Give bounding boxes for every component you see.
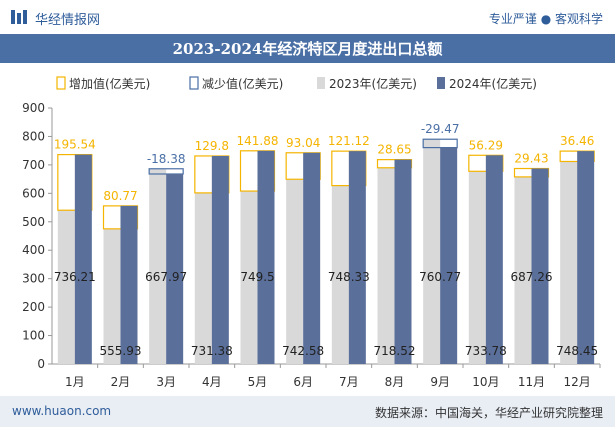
footer-source: 数据来源：中国海关，华经产业研究院整理	[374, 406, 603, 420]
x-tick-label: 7月	[339, 375, 359, 389]
bar-2023	[103, 228, 121, 364]
legend-label: 增加值(亿美元)	[69, 76, 150, 91]
value-label-2024: 742.58	[282, 344, 324, 358]
bar-2024	[303, 152, 321, 364]
x-tick-label: 8月	[385, 375, 405, 389]
bar-2023	[377, 167, 395, 364]
change-label: 129.8	[195, 139, 229, 153]
x-tick-label: 3月	[156, 375, 176, 389]
value-label-2024: 555.93	[100, 344, 142, 358]
bar-2024	[577, 151, 595, 364]
value-label-2024: 748.45	[556, 344, 598, 358]
bar-2024	[166, 173, 184, 364]
footer-band	[0, 396, 615, 427]
chart-canvas: 增加值(亿美元) 减少值(亿美元) 2023年(亿美元) 2024年(亿美元) 0 100…	[22, 76, 601, 389]
legend-swatch	[189, 76, 199, 90]
x-tick-label: 9月	[430, 375, 450, 389]
legend-label: 减少值(亿美元)	[202, 76, 283, 91]
change-label: 195.54	[54, 138, 96, 152]
legend-label: 2023年(亿美元)	[329, 76, 417, 91]
change-label: 80.77	[103, 189, 137, 203]
y-tick-label: 900	[22, 101, 45, 115]
change-label: 29.43	[514, 152, 548, 166]
bar-2024	[394, 159, 412, 364]
value-label-2024: 736.21	[54, 270, 96, 284]
y-tick-label: 500	[22, 215, 45, 229]
legend-label: 2024年(亿美元)	[449, 76, 537, 91]
bar-2024	[531, 168, 549, 364]
y-tick-label: 800	[22, 129, 45, 143]
decrease-box	[422, 138, 458, 149]
x-tick-label: 12月	[564, 375, 591, 389]
y-tick-label: 200	[22, 300, 45, 314]
bar-2023	[468, 171, 486, 364]
x-tick-label: 5月	[248, 375, 268, 389]
brand-name: 华经情报网	[35, 13, 101, 28]
x-tick-label: 4月	[202, 375, 222, 389]
legend-swatch	[56, 76, 66, 90]
value-label-2024: 731.38	[191, 344, 233, 358]
change-label: -29.47	[421, 122, 460, 136]
value-label-2024: 749.5	[240, 270, 274, 284]
change-label: -18.38	[147, 152, 186, 166]
change-label: 28.65	[377, 143, 411, 157]
x-tick-label: 1月	[65, 375, 85, 389]
footer-website: www.huaon.com	[12, 404, 112, 418]
bar-2023	[331, 185, 349, 364]
change-label: 93.04	[286, 136, 320, 150]
value-label-2024: 687.26	[511, 270, 553, 284]
x-tick-label: 11月	[518, 375, 545, 389]
value-label-2024: 718.52	[374, 344, 416, 358]
value-label-2024: 667.97	[145, 270, 187, 284]
value-label-2024: 760.77	[419, 270, 461, 284]
bar-2023	[240, 191, 258, 364]
bar-2024	[485, 155, 503, 364]
y-tick-label: 400	[22, 243, 45, 257]
bar-2023	[560, 161, 578, 364]
chart-title: 2023-2024年经济特区月度进出口总额	[172, 40, 443, 58]
bar-2023	[423, 139, 441, 364]
x-tick-label: 10月	[472, 375, 499, 389]
title-band	[0, 34, 615, 63]
logo-icon	[11, 10, 27, 24]
bar-2023	[514, 176, 532, 364]
x-tick-label: 6月	[293, 375, 313, 389]
y-tick-label: 300	[22, 272, 45, 286]
y-tick-label: 100	[22, 329, 45, 343]
y-tick-label: 700	[22, 158, 45, 172]
y-tick-label: 600	[22, 186, 45, 200]
bar-2024	[348, 151, 366, 364]
tagline: 专业严谨 ● 客观科学	[488, 12, 603, 26]
bar-2024	[211, 155, 229, 364]
legend-swatch	[437, 77, 445, 89]
bar-2024	[440, 147, 458, 364]
bar-2024	[120, 205, 138, 364]
change-label: 36.46	[560, 134, 594, 148]
bar-2024	[74, 154, 92, 364]
value-label-2024: 748.33	[328, 270, 370, 284]
bar-2023	[286, 179, 304, 364]
legend-swatch	[317, 77, 325, 89]
bar-2023	[57, 210, 75, 364]
change-label: 56.29	[469, 138, 503, 152]
top-bar: 华经情报网 专业严谨 ● 客观科学	[0, 0, 615, 34]
change-label: 141.88	[237, 134, 279, 148]
x-tick-label: 2月	[111, 375, 131, 389]
value-label-2024: 733.78	[465, 344, 507, 358]
bar-2023	[194, 192, 212, 364]
bar-2024	[257, 150, 275, 364]
y-tick-label: 0	[37, 357, 45, 371]
bar-2023	[149, 168, 167, 364]
change-label: 121.12	[328, 134, 370, 148]
